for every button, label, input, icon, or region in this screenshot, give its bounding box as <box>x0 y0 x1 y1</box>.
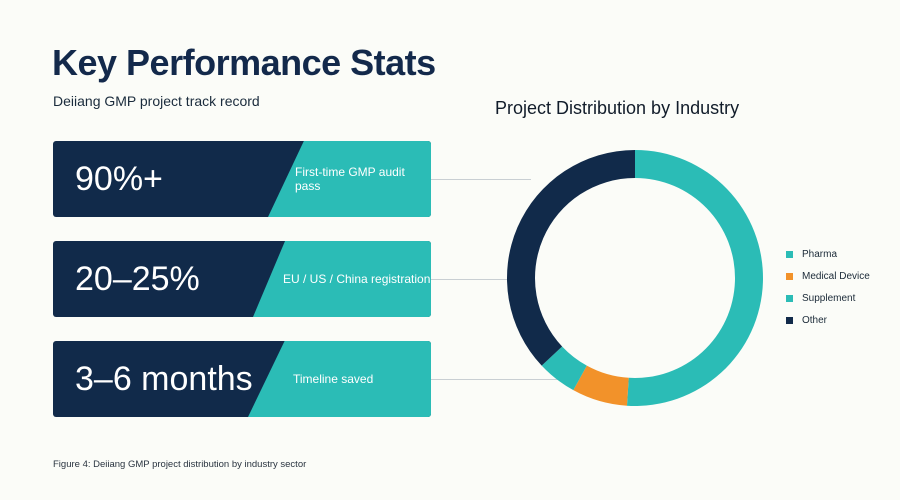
stat-card-audit-pass: 90%+ First-time GMP audit pass <box>53 141 431 217</box>
stat-card-registration: 20–25% EU / US / China registration <box>53 241 431 317</box>
legend-label: Pharma <box>802 248 838 260</box>
donut-slice-pharma <box>626 150 763 406</box>
stat-value: 3–6 months <box>75 341 253 417</box>
legend-item-medical-device: Medical Device <box>786 265 870 287</box>
stat-label: Timeline saved <box>293 372 374 386</box>
legend-swatch <box>786 316 793 324</box>
legend-label: Medical Device <box>802 270 870 282</box>
stat-card-teal-panel <box>253 241 431 317</box>
stat-label: First-time GMP audit pass <box>295 165 405 193</box>
donut-slice-medical-device <box>573 365 629 406</box>
page-title: Key Performance Stats <box>52 42 436 83</box>
stat-card-timeline: 3–6 months Timeline saved <box>53 341 431 417</box>
legend-item-pharma: Pharma <box>786 243 870 265</box>
stat-label: EU / US / China registration <box>283 272 431 286</box>
leader-line <box>431 279 517 280</box>
legend-swatch <box>786 250 793 258</box>
stat-value-text: 3–6 months <box>75 359 253 398</box>
chart-title: Project Distribution by Industry <box>495 98 740 118</box>
figure-caption: Figure 4: Deiiang GMP project distributi… <box>53 459 307 470</box>
legend-item-supplement: Supplement <box>786 287 870 309</box>
donut-slice-other <box>507 150 635 366</box>
stat-value: 90%+ <box>75 159 163 198</box>
legend-swatch <box>786 294 793 302</box>
leader-line <box>431 379 591 380</box>
legend-label: Other <box>802 314 828 326</box>
legend-swatch <box>786 272 793 280</box>
chart-legend: Pharma Medical Device Supplement Other <box>786 243 870 331</box>
donut-slice-supplement <box>541 346 587 391</box>
donut-chart <box>507 150 763 406</box>
stat-value: 20–25% <box>75 259 200 298</box>
legend-item-other: Other <box>786 309 870 331</box>
page-subtitle: Deiiang GMP project track record <box>53 93 260 109</box>
leader-line <box>431 179 531 180</box>
legend-label: Supplement <box>802 292 856 304</box>
